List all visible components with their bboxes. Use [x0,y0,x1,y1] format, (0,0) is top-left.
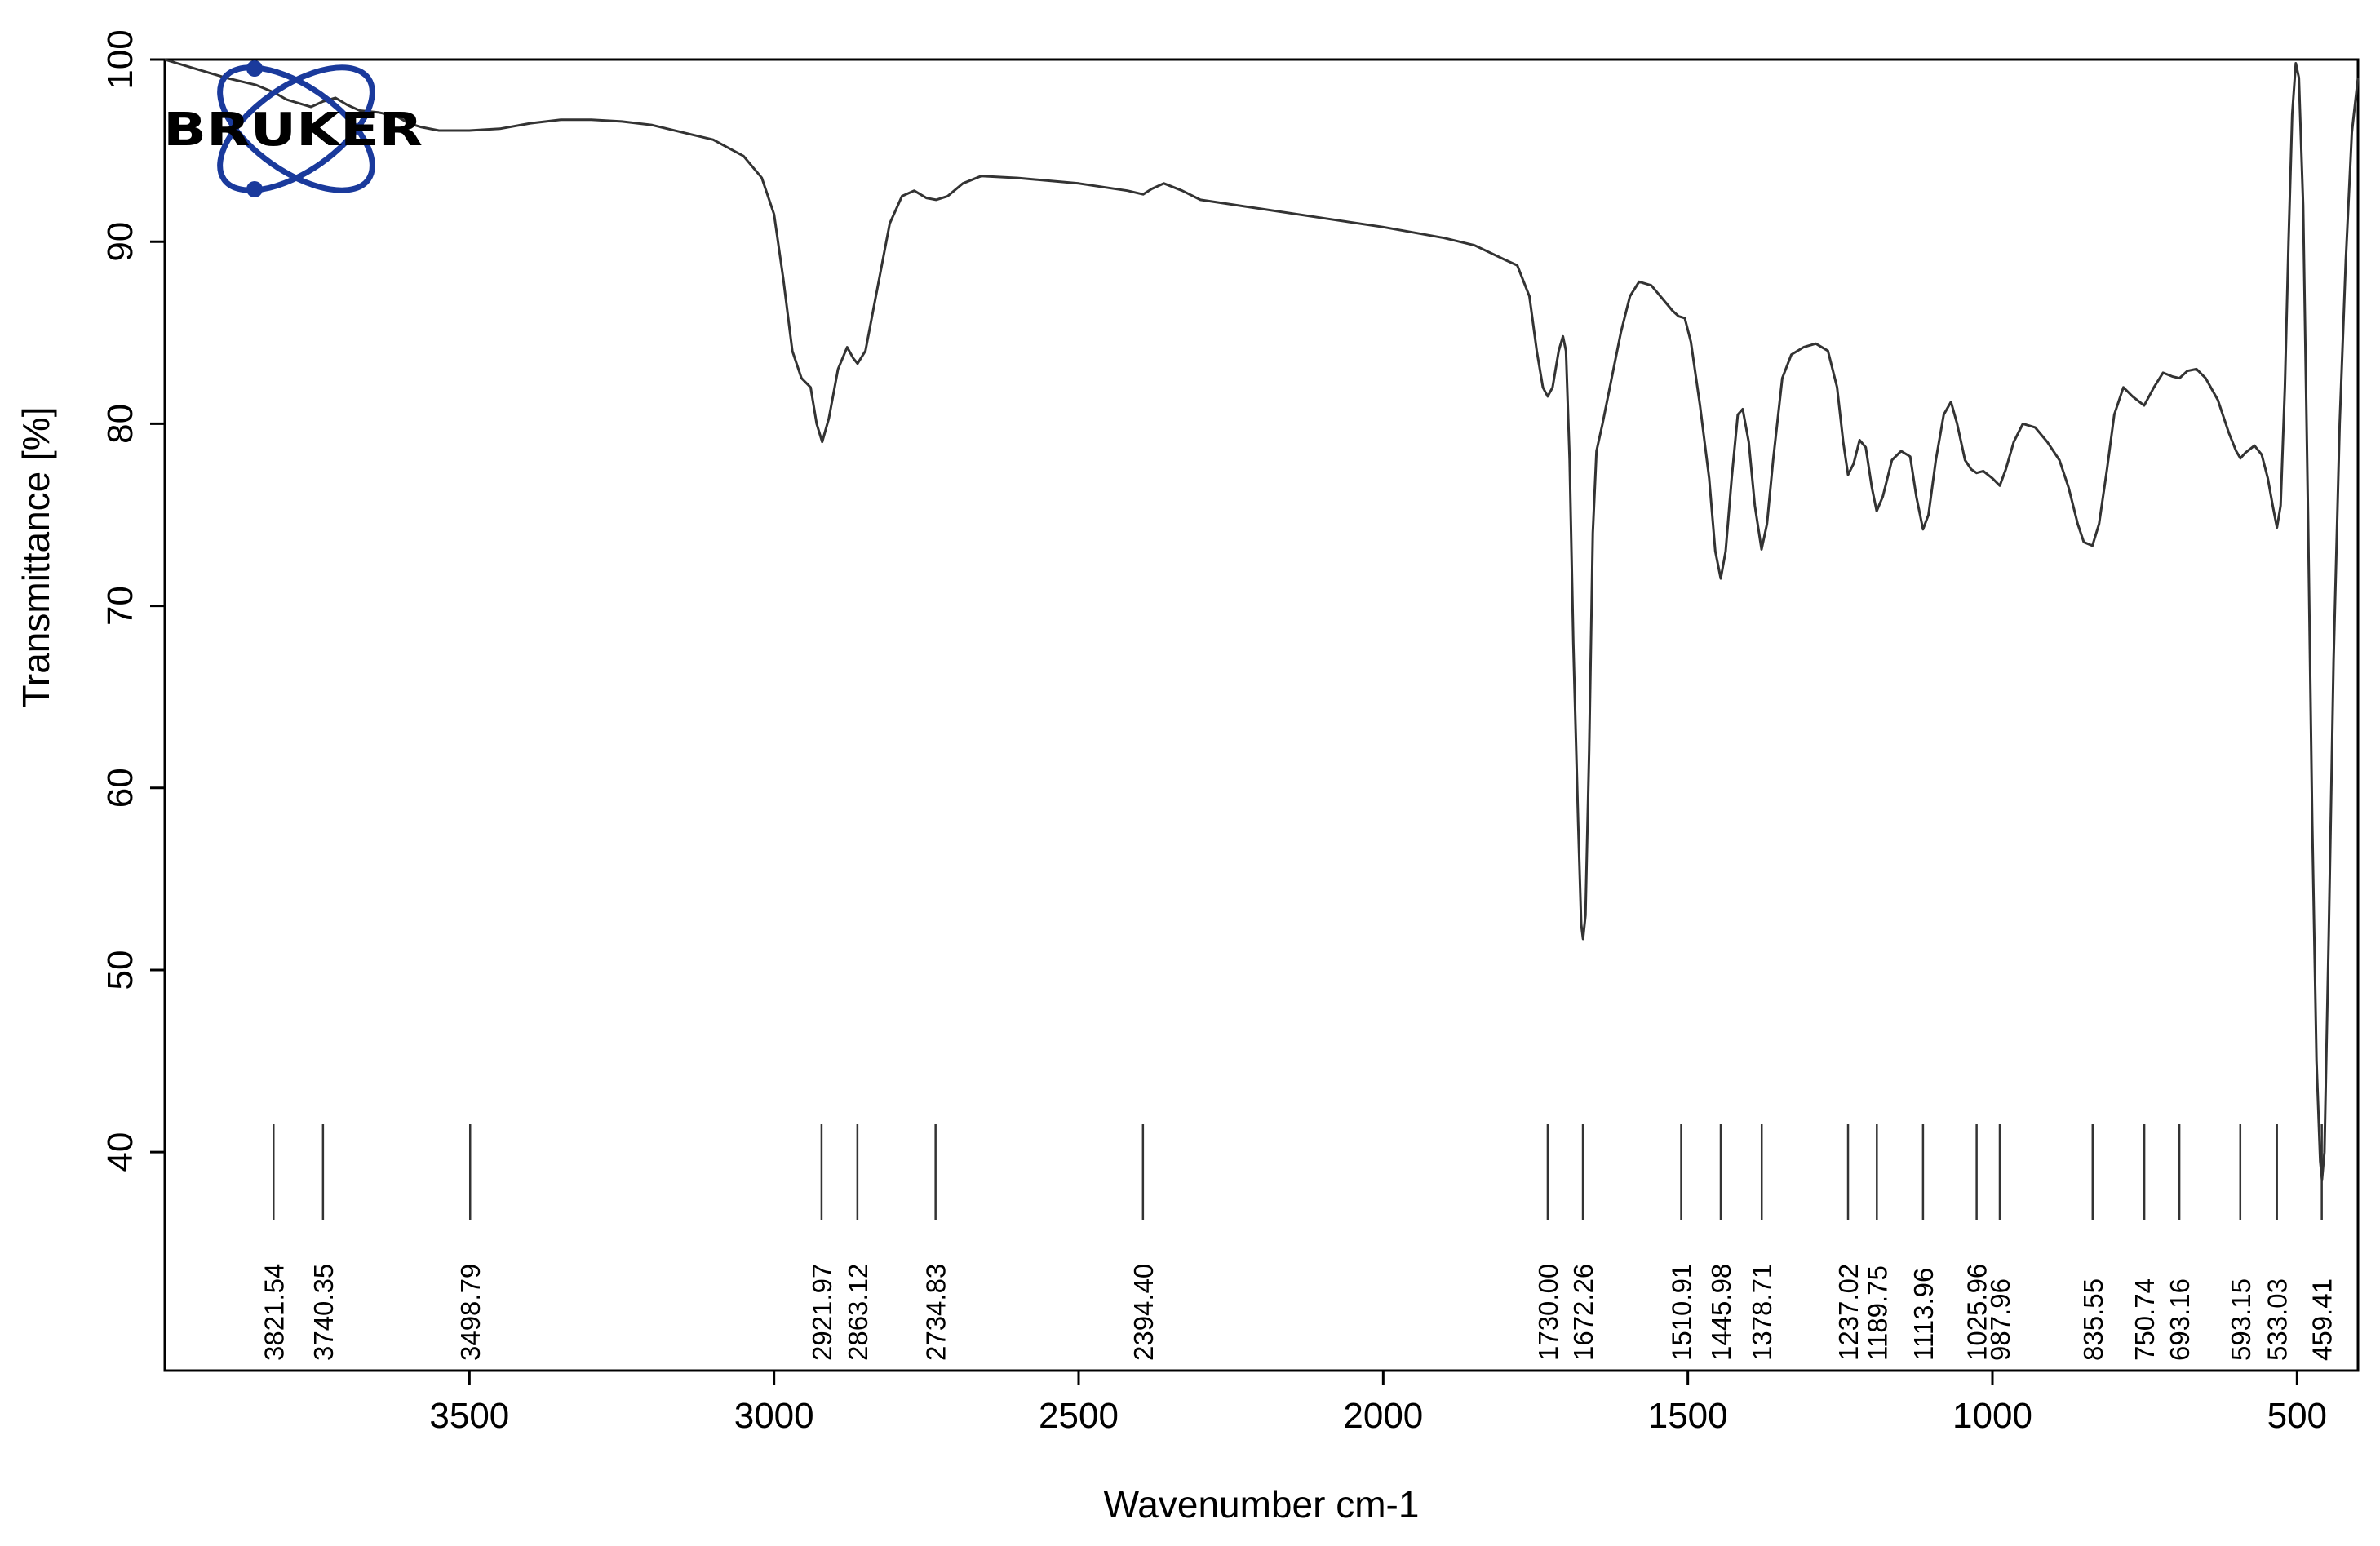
x-tick-label: 2000 [1343,1396,1423,1436]
peak-label: 533.03 [2263,1278,2293,1361]
x-tick-label: 3500 [429,1396,509,1436]
spectrum-line [164,58,2360,1181]
peak-label: 750.74 [2130,1278,2160,1361]
peak-label: 1189.75 [1862,1265,1892,1361]
peak-label: 1378.71 [1747,1264,1777,1361]
logo-orbits-icon [217,60,375,197]
y-tick-label: 90 [100,222,140,262]
y-axis-ticks: 40 50 60 70 80 90 100 [100,29,165,1172]
peak-label: 987.96 [1985,1278,2015,1361]
y-tick-label: 40 [100,1132,140,1172]
peak-label: 835.55 [2078,1278,2108,1361]
y-tick-label: 70 [100,586,140,626]
peak-label: 459.41 [2307,1278,2338,1361]
x-axis-ticks: 3500 3000 2500 2000 1500 1000 500 [429,1371,2327,1436]
peak-label: 1237.02 [1833,1264,1864,1361]
peak-label: 2734.83 [921,1264,951,1361]
logo-text: BRUKER [163,104,423,157]
peak-label: 593.15 [2226,1278,2256,1361]
peak-label: 2394.40 [1128,1264,1159,1361]
bruker-logo: BRUKER [163,60,423,197]
peak-label: 1445.98 [1706,1264,1736,1361]
x-tick-label: 1000 [1952,1396,2032,1436]
peak-label: 1025.96 [1962,1264,1992,1361]
peak-label: 693.16 [2165,1278,2195,1361]
peak-label: 2863.12 [843,1264,873,1361]
peak-markers: 3821.54 3740.35 3498.79 2921.97 2863.12 2734.… [259,1124,2338,1361]
peak-label: 2921.97 [807,1264,837,1361]
peak-label: 1510.91 [1667,1264,1697,1361]
peak-label: 3740.35 [308,1264,339,1361]
peak-label: 1730.00 [1533,1264,1563,1361]
peak-label: 1672.26 [1568,1264,1598,1361]
y-tick-label: 80 [100,404,140,444]
peak-label: 1113.96 [1908,1268,1939,1361]
x-axis-title: Wavenumber cm-1 [1104,1483,1420,1526]
y-axis-title: Transmittance [%] [15,407,57,708]
y-tick-label: 60 [100,768,140,808]
y-tick-label: 100 [100,29,140,89]
peak-label: 3821.54 [259,1264,289,1361]
peak-label: 3498.79 [455,1264,485,1361]
plot-frame [163,58,2360,1372]
x-tick-label: 500 [2267,1396,2327,1436]
x-tick-label: 2500 [1039,1396,1119,1436]
y-tick-label: 50 [100,950,140,990]
x-tick-label: 1500 [1648,1396,1728,1436]
x-tick-label: 3000 [734,1396,814,1436]
